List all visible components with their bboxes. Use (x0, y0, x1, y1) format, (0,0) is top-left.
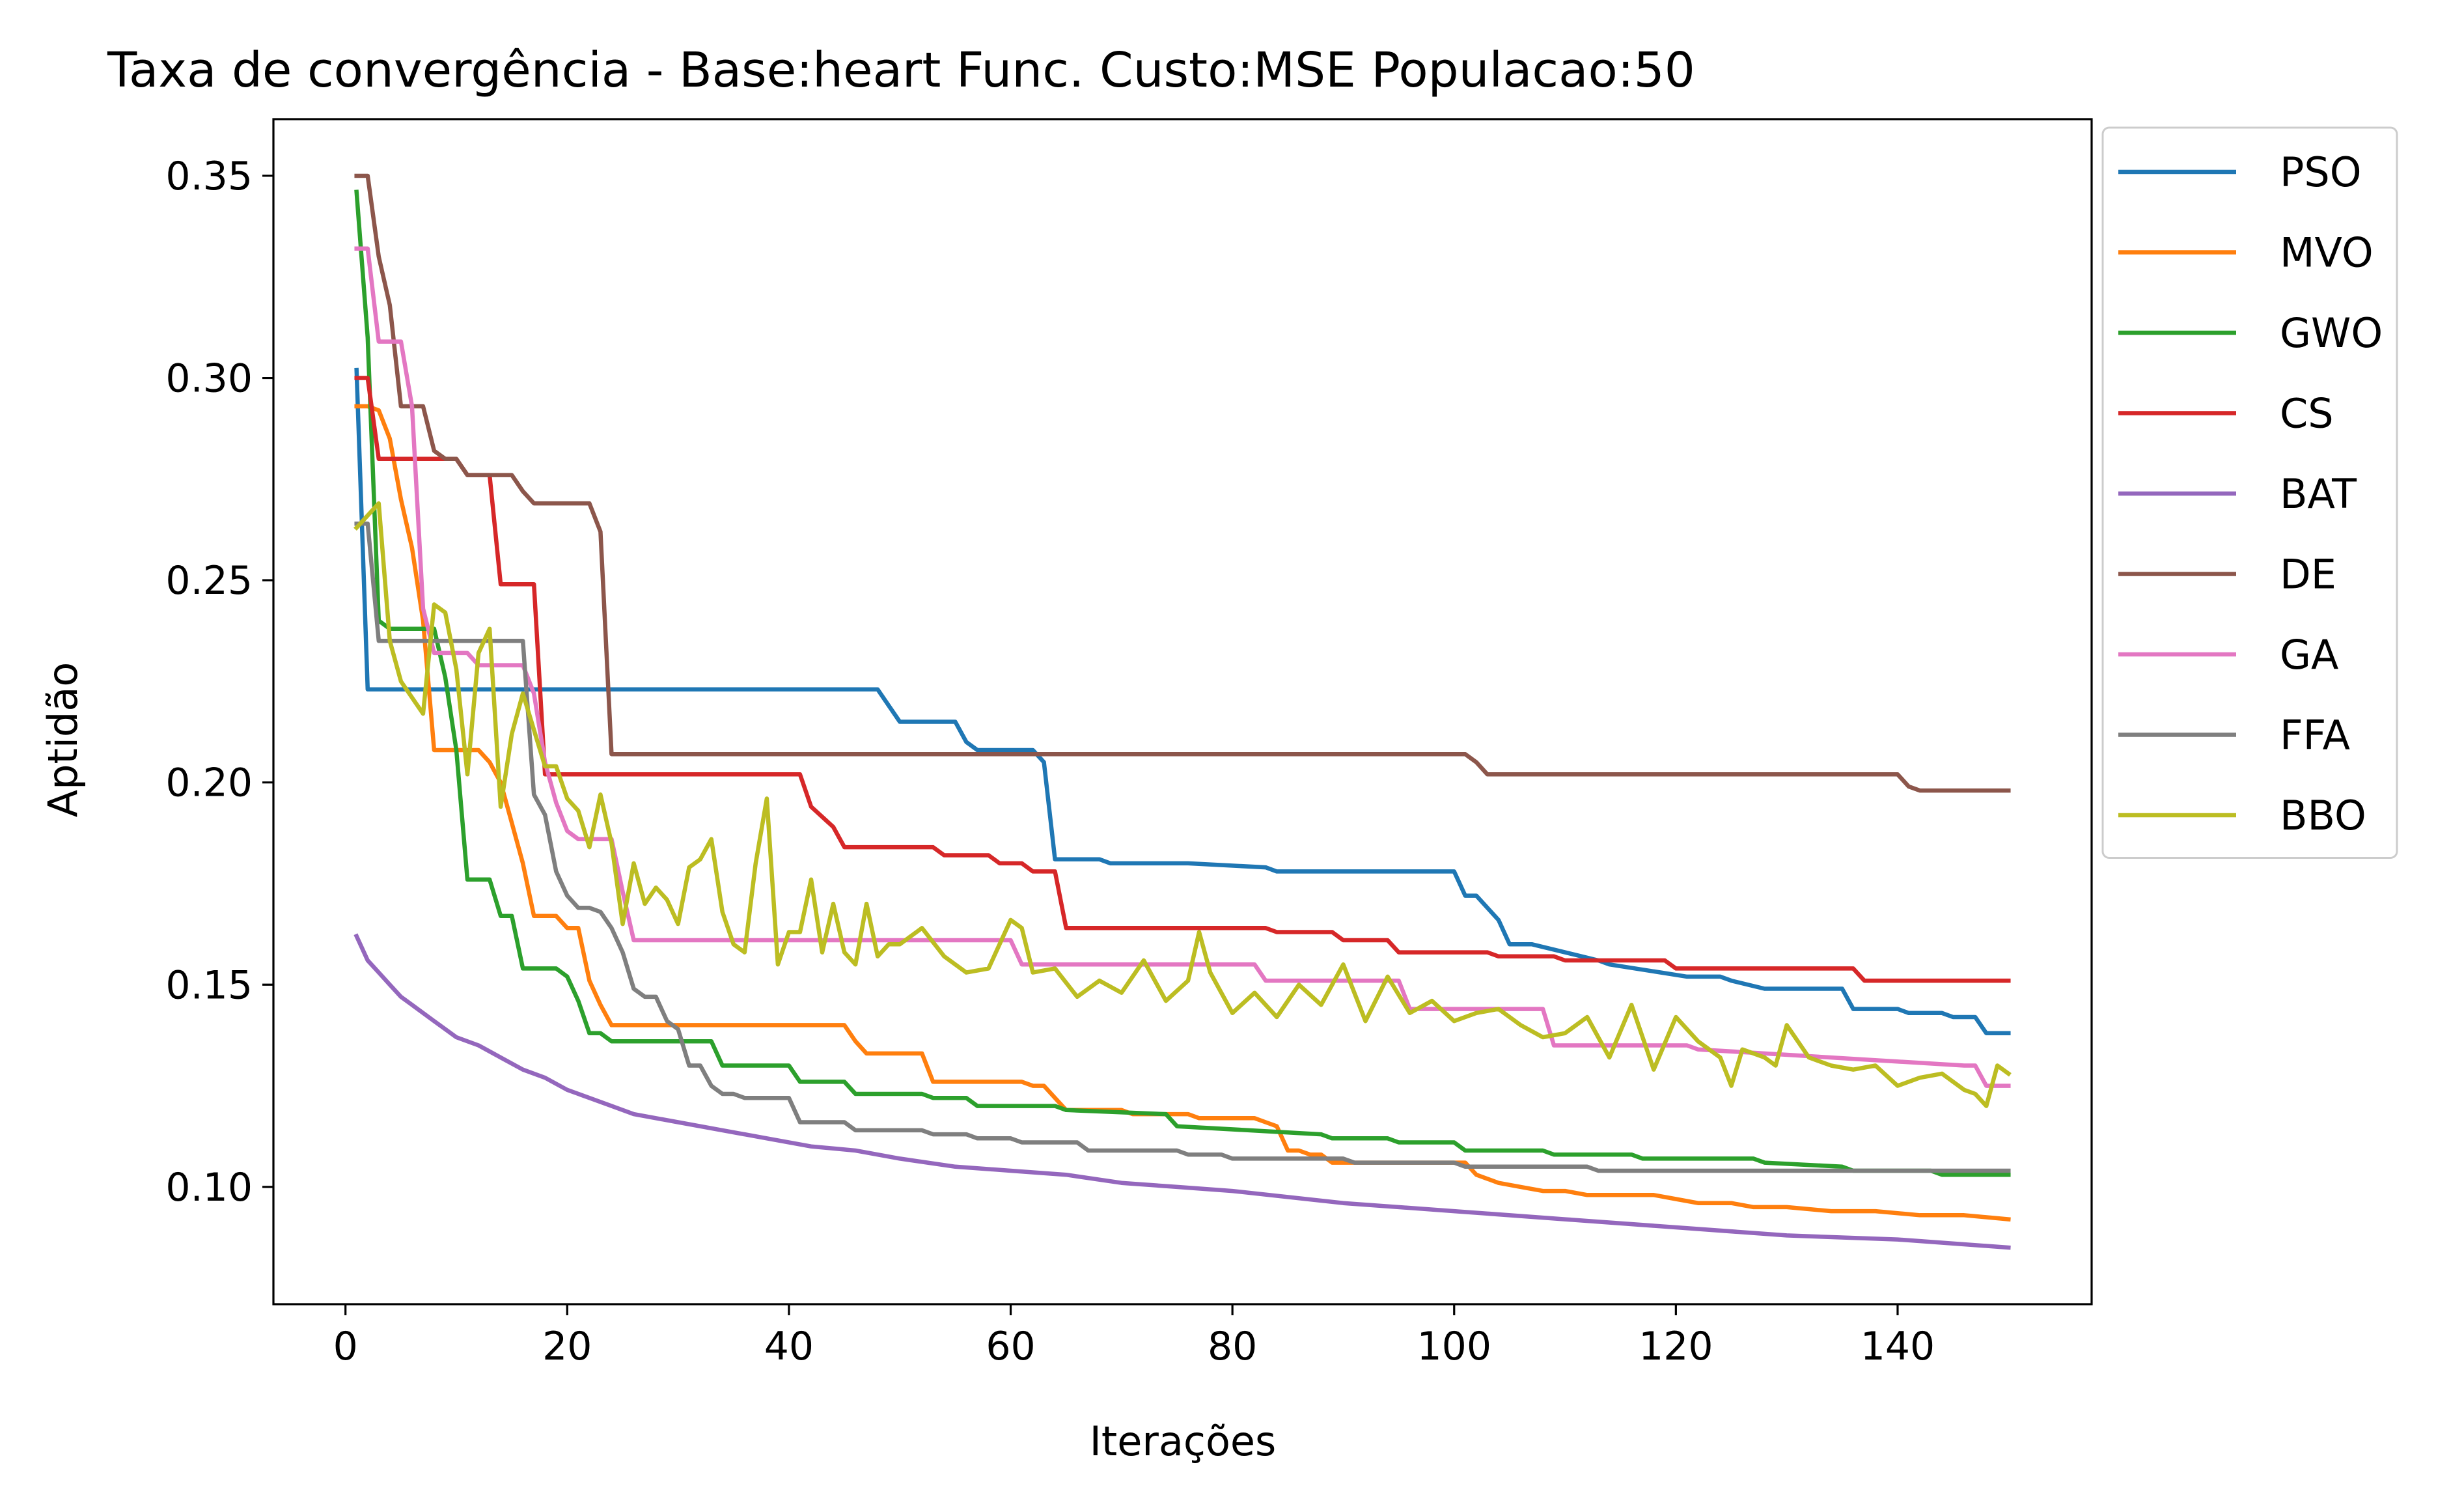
legend-label-bbo: BBO (2280, 792, 2366, 839)
legend-label-mvo: MVO (2280, 229, 2374, 277)
legend: PSO MVO GWO CS BAT DE GA FFA BBO (2101, 126, 2398, 859)
series-group (353, 173, 2012, 1250)
series-line-ga (354, 246, 2011, 1088)
x-tick-label: 20 (542, 1324, 592, 1369)
y-tick-label: 0.20 (165, 761, 253, 806)
y-tick-label: 0.30 (165, 356, 253, 402)
series-line-bat (353, 933, 2011, 1250)
x-tick-label: 100 (1417, 1324, 1491, 1369)
x-tick-label: 40 (764, 1324, 814, 1369)
series-line-pso (354, 367, 2011, 1036)
x-tick-label: 120 (1639, 1324, 1713, 1369)
chart-title: Taxa de convergência - Base:heart Func. … (107, 42, 1695, 98)
x-axis-label: Iterações (1090, 1417, 1277, 1465)
x-tick-label: 60 (986, 1324, 1035, 1369)
y-axis-label: Aptidão (39, 662, 87, 818)
axes: 0 20 40 60 80 100 120 140 0.10 0.15 0.20 0.25 0.30 0.… (165, 118, 2093, 1369)
legend-label-ffa: FFA (2280, 712, 2350, 759)
x-tick-label: 140 (1861, 1324, 1935, 1369)
series-line-gwo (354, 189, 2011, 1177)
series-line-ffa (354, 521, 2011, 1173)
legend-box (2101, 126, 2398, 859)
x-tick-label: 0 (333, 1324, 358, 1369)
legend-label-ga: GA (2280, 631, 2338, 678)
x-tick-label: 80 (1208, 1324, 1257, 1369)
plot-frame (272, 118, 2093, 1306)
y-tick-label: 0.35 (165, 154, 253, 199)
y-tick-label: 0.25 (165, 558, 253, 604)
legend-label-de: DE (2280, 551, 2336, 598)
legend-label-bat: BAT (2280, 470, 2357, 518)
legend-label-cs: CS (2280, 390, 2334, 438)
legend-label-pso: PSO (2280, 148, 2362, 196)
y-tick-label: 0.10 (165, 1165, 253, 1210)
series-line-mvo (354, 404, 2011, 1222)
series-line-bbo (353, 501, 2012, 1108)
legend-label-gwo: GWO (2280, 309, 2383, 357)
plot-area (353, 173, 2012, 1250)
y-tick-label: 0.15 (165, 962, 253, 1008)
series-line-cs (354, 376, 2011, 983)
